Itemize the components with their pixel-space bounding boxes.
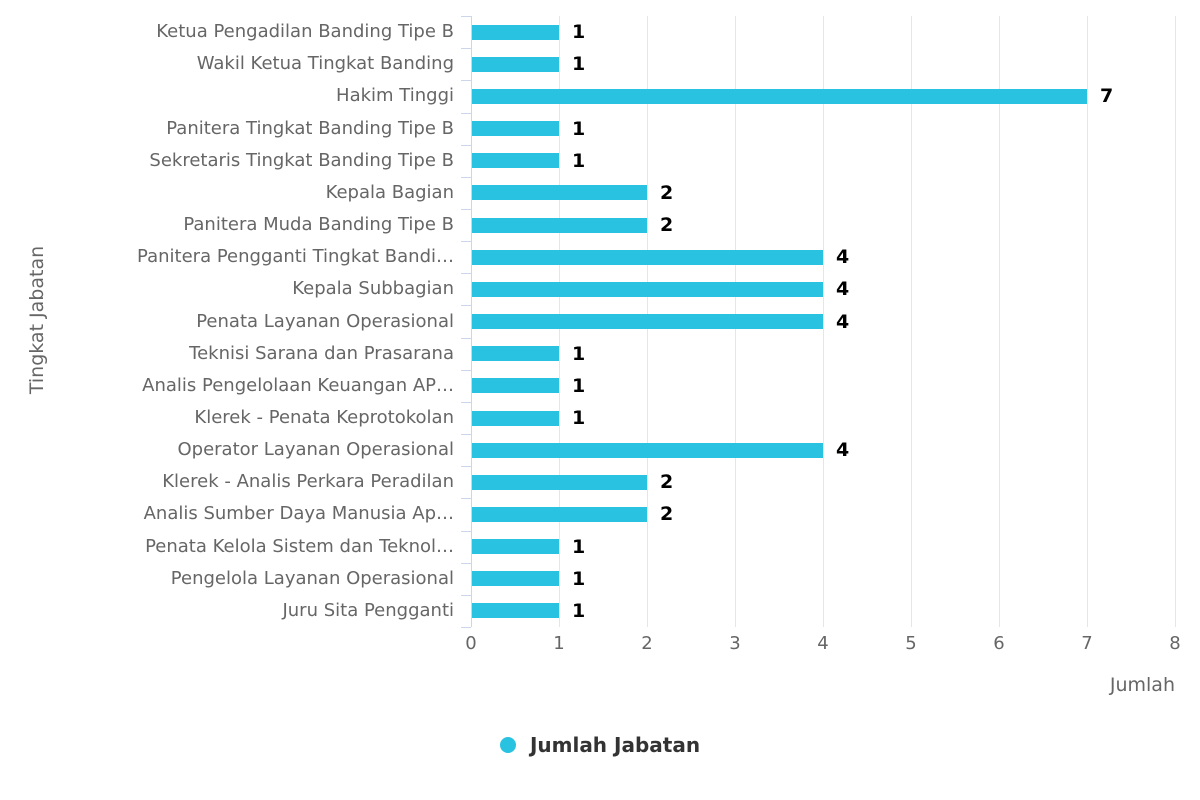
y-axis-tick xyxy=(461,241,471,243)
legend-label: Jumlah Jabatan xyxy=(529,733,701,757)
category-label: Kepala Subbagian xyxy=(292,278,454,300)
bar[interactable] xyxy=(472,56,559,72)
category-label: Penata Layanan Operasional xyxy=(196,310,454,332)
bar[interactable] xyxy=(472,121,559,137)
value-label: 2 xyxy=(660,181,674,204)
y-axis-tick xyxy=(461,627,471,628)
bar[interactable] xyxy=(472,442,823,458)
y-axis-tick xyxy=(461,208,471,210)
x-axis-title: Jumlah xyxy=(1109,674,1175,696)
category-label: Panitera Pengganti Tingkat Bandi… xyxy=(137,246,454,268)
bar[interactable] xyxy=(472,185,647,201)
value-label: 1 xyxy=(572,342,586,365)
y-axis-line xyxy=(471,16,472,627)
value-label: 1 xyxy=(572,21,586,44)
value-label: 1 xyxy=(572,567,586,590)
bar[interactable] xyxy=(472,153,559,169)
y-axis-tick xyxy=(461,80,471,82)
category-label: Ketua Pengadilan Banding Tipe B xyxy=(156,21,454,43)
bar[interactable] xyxy=(472,378,559,394)
value-label: 4 xyxy=(836,246,850,269)
value-label: 4 xyxy=(836,310,850,333)
y-axis-tick xyxy=(461,401,471,403)
x-tick-label: 1 xyxy=(553,633,565,654)
gridline xyxy=(999,16,1000,627)
value-label: 1 xyxy=(572,149,586,172)
x-tick-label: 0 xyxy=(465,633,477,654)
category-label: Hakim Tinggi xyxy=(336,85,454,107)
value-label: 1 xyxy=(572,535,586,558)
category-label: Juru Sita Pengganti xyxy=(282,599,454,621)
value-label: 2 xyxy=(660,471,674,494)
legend-item-jumlah-jabatan[interactable]: Jumlah Jabatan xyxy=(499,733,701,757)
bar[interactable] xyxy=(472,217,647,233)
legend: Jumlah Jabatan xyxy=(0,733,1200,757)
gridline xyxy=(911,16,912,627)
y-axis-tick xyxy=(461,305,471,307)
category-label: Sekretaris Tingkat Banding Tipe B xyxy=(149,149,454,171)
y-axis-tick xyxy=(461,273,471,275)
category-label: Panitera Muda Banding Tipe B xyxy=(183,214,454,235)
category-label: Panitera Tingkat Banding Tipe B xyxy=(166,117,454,139)
bar[interactable] xyxy=(472,314,823,329)
value-label: 1 xyxy=(572,53,586,76)
y-axis-tick xyxy=(461,48,471,50)
bar[interactable] xyxy=(472,249,823,265)
category-label: Pengelola Layanan Operasional xyxy=(170,567,454,589)
value-label: 2 xyxy=(660,214,674,236)
gridline xyxy=(1087,16,1088,627)
bar[interactable] xyxy=(472,410,559,426)
category-label: Klerek - Penata Keprotokolan xyxy=(194,407,454,428)
y-axis-tick xyxy=(461,466,471,468)
bar[interactable] xyxy=(472,603,559,619)
y-axis-tick xyxy=(461,530,471,532)
gridline xyxy=(1175,16,1176,627)
y-axis-tick xyxy=(461,498,471,500)
value-label: 1 xyxy=(572,407,586,429)
y-axis-tick xyxy=(461,594,471,596)
category-label: Analis Pengelolaan Keuangan AP… xyxy=(142,374,454,396)
bar[interactable] xyxy=(472,88,1087,104)
bar[interactable] xyxy=(472,24,559,40)
value-label: 4 xyxy=(836,439,850,462)
y-axis-tick xyxy=(461,112,471,114)
category-label: Wakil Ketua Tingkat Banding xyxy=(196,53,454,75)
category-label: Teknisi Sarana dan Prasarana xyxy=(189,342,454,364)
bar[interactable] xyxy=(472,539,559,555)
legend-marker-icon xyxy=(499,737,516,753)
y-axis-tick xyxy=(461,562,471,564)
x-tick-label: 4 xyxy=(817,633,829,654)
bar[interactable] xyxy=(472,281,823,297)
category-label: Klerek - Analis Perkara Peradilan xyxy=(162,471,454,493)
category-label: Operator Layanan Operasional xyxy=(177,439,454,461)
x-tick-label: 3 xyxy=(729,633,741,654)
value-label: 1 xyxy=(572,117,586,140)
y-axis-tick xyxy=(461,369,471,371)
value-label: 7 xyxy=(1100,85,1114,108)
value-label: 1 xyxy=(572,599,586,622)
x-tick-label: 7 xyxy=(1081,633,1093,654)
y-axis-tick xyxy=(461,337,471,339)
bar[interactable] xyxy=(472,346,559,362)
x-tick-label: 6 xyxy=(993,633,1005,654)
value-label: 4 xyxy=(836,278,850,301)
x-tick-label: 8 xyxy=(1169,633,1181,654)
category-label: Kepala Bagian xyxy=(325,181,454,203)
value-label: 2 xyxy=(660,503,674,526)
bar[interactable] xyxy=(472,506,647,522)
y-axis-tick xyxy=(461,144,471,146)
category-label: Penata Kelola Sistem dan Teknol… xyxy=(145,535,454,557)
bar[interactable] xyxy=(472,571,559,587)
x-tick-label: 5 xyxy=(905,633,917,654)
gridline xyxy=(823,16,824,627)
x-tick-label: 2 xyxy=(641,633,653,654)
value-label: 1 xyxy=(572,374,586,397)
y-axis-tick xyxy=(461,176,471,178)
category-label: Analis Sumber Daya Manusia Ap… xyxy=(143,503,454,525)
y-axis-tick xyxy=(461,16,471,17)
y-axis-tick xyxy=(461,434,471,436)
bar[interactable] xyxy=(472,474,647,490)
